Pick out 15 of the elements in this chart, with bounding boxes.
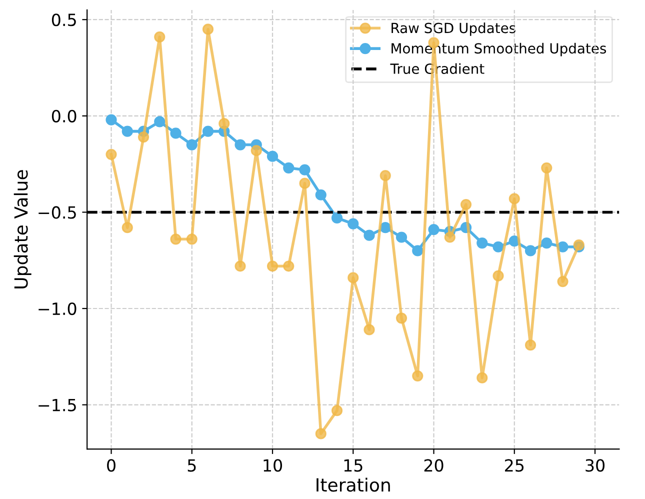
y-tick-label: −1.0 [38, 302, 76, 316]
y-tick-label: 0.0 [52, 110, 76, 122]
x-tick-label: 20 [424, 459, 444, 472]
y-tick-label: −0.5 [38, 206, 76, 219]
x-tick-label: 15 [344, 459, 362, 472]
y-tick-label: 0.5 [52, 14, 76, 26]
x-tick-label: 10 [264, 459, 282, 472]
y-tick-label: −1.5 [38, 398, 76, 412]
y-axis-title: Update Value [14, 170, 32, 288]
x-axis-title: Iteration [316, 478, 390, 492]
legend-label: Raw SGD Updates [392, 22, 516, 36]
x-tick-label: 30 [586, 459, 605, 472]
x-tick-label: 5 [188, 459, 196, 472]
x-tick-label: 25 [505, 459, 524, 472]
x-tick-label: 0 [107, 459, 116, 472]
